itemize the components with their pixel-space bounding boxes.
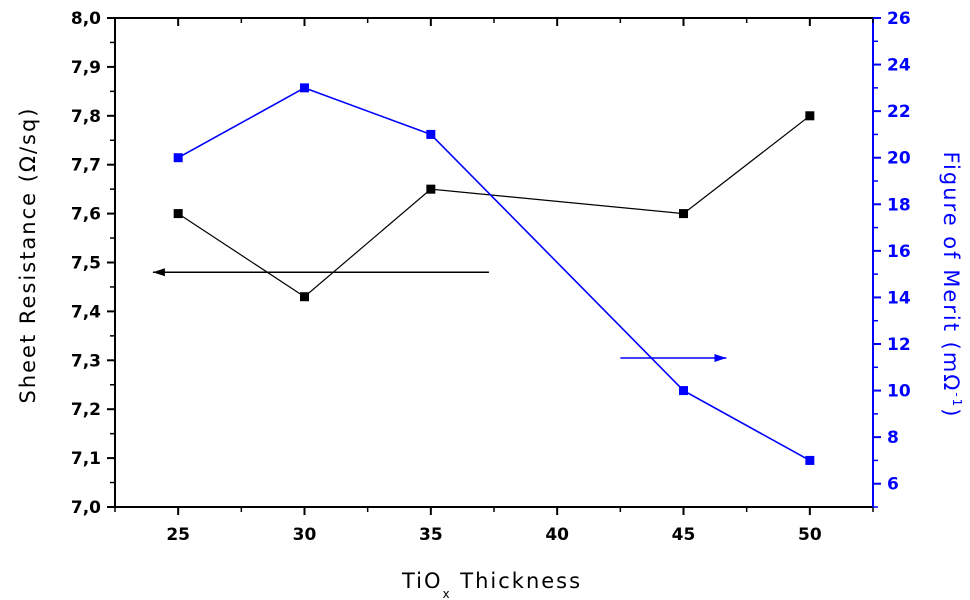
data-point-left: [805, 111, 815, 121]
y-right-tick-label: 26: [887, 9, 911, 29]
y-left-axis-title: Sheet Resistance (Ω/sq): [16, 106, 40, 403]
data-point-left: [679, 209, 688, 219]
y-left-tick-label: 7,8: [71, 107, 101, 127]
y-left-tick-label: 7,3: [71, 351, 101, 371]
y-right-tick-label: 22: [887, 102, 911, 122]
y-right-tick-label: 16: [887, 242, 911, 262]
x-tick-label: 35: [419, 525, 443, 545]
y-right-tick-label: 20: [887, 149, 911, 169]
y-left-tick-label: 7,0: [71, 498, 101, 518]
annotation-layer: [152, 268, 727, 362]
data-point-right: [300, 83, 309, 93]
x-tick-label: 50: [798, 525, 822, 545]
y-left-tick-label: 7,1: [71, 449, 101, 469]
x-tick-label: 40: [545, 525, 569, 545]
x-tick-label: 25: [166, 525, 190, 545]
y-right-tick-label: 10: [887, 382, 911, 402]
y-left-tick-label: 7,6: [71, 205, 101, 225]
y-right-tick-label: 6: [887, 475, 899, 495]
y-left-tick-label: 7,7: [71, 156, 101, 176]
y-right-tick-label: 18: [887, 195, 911, 215]
series-line-right: [177, 86, 811, 462]
y-left-tick-label: 7,4: [71, 302, 101, 322]
x-axis-title: TiOx Thickness: [401, 569, 582, 600]
y-left-tick-label: 8,0: [71, 9, 101, 29]
data-point-right: [173, 153, 183, 163]
y-right-axis-title: Figure of Merit (mΩ-1): [939, 152, 964, 419]
data-point-right: [679, 386, 688, 396]
y-right-tick-label: 14: [887, 288, 911, 308]
series-line-left: [177, 115, 811, 298]
y-left-tick-label: 7,9: [71, 58, 101, 78]
x-tick-label: 30: [293, 525, 317, 545]
x-tick-label: 45: [672, 525, 696, 545]
y-right-tick-label: 8: [887, 428, 899, 448]
y-left-tick-label: 7,2: [71, 400, 101, 420]
arrow-right-head: [714, 353, 727, 362]
series-layer: [173, 83, 815, 465]
axes: 25 30 35 40 45 50 7,0 7,1 7,2 7,3 7,4 7,5 7,6 7,7 7,8 7…: [71, 9, 911, 545]
data-point-left: [300, 292, 309, 302]
arrow-left-head: [152, 268, 165, 277]
data-point-left: [426, 184, 436, 194]
y-left-tick-label: 7,5: [71, 254, 101, 274]
data-point-left: [173, 209, 183, 219]
data-point-right: [805, 455, 815, 465]
y-right-tick-label: 12: [887, 335, 911, 355]
data-point-right: [426, 129, 436, 139]
y-right-tick-label: 24: [887, 56, 911, 76]
